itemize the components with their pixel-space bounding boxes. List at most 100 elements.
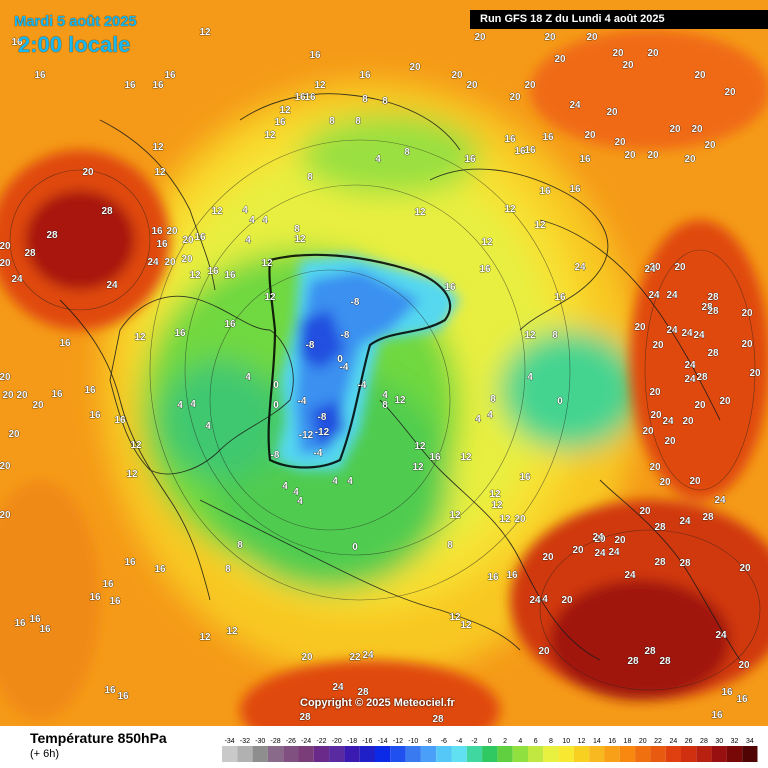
temperature-label: 16 (11, 37, 23, 48)
scale-tick-label: -34 (225, 738, 235, 745)
temperature-label: 12 (489, 489, 501, 500)
temperature-label: 16 (736, 694, 748, 705)
temperature-label: 20 (2, 390, 14, 401)
temperature-label: 8 (382, 400, 388, 411)
temperature-label: 20 (409, 62, 421, 73)
temperature-label: 20 (544, 32, 556, 43)
temperature-label: 20 (8, 429, 20, 440)
temperature-label: 20 (16, 390, 28, 401)
temperature-label: 4 (332, 476, 338, 487)
temperature-label: 4 (245, 372, 251, 383)
temperature-label: 4 (542, 594, 548, 605)
temperature-label: 12 (264, 130, 276, 141)
temperature-label: 12 (261, 258, 273, 269)
temperature-label: 16 (721, 687, 733, 698)
scale-swatch (466, 746, 483, 762)
temperature-label: 28 (696, 372, 708, 383)
scale-swatch (604, 746, 620, 762)
temperature-label: 20 (524, 80, 536, 91)
scale-swatch (589, 746, 605, 762)
temperature-label: 24 (666, 290, 678, 301)
temperature-label: 20 (584, 130, 596, 141)
temperature-label: 24 (569, 100, 581, 111)
temperature-label: 24 (147, 257, 159, 268)
temperature-label: 4 (487, 410, 493, 421)
temperature-label: 24 (594, 548, 606, 559)
temperature-label: 24 (332, 682, 344, 693)
temperature-label: 8 (404, 147, 410, 158)
temperature-label: 0 (557, 396, 563, 407)
scale-swatch (665, 746, 681, 762)
scale-tick-label: -26 (286, 738, 296, 745)
temperature-label: 12 (314, 80, 326, 91)
temperature-label: 12 (449, 612, 461, 623)
scale-tick-label: 34 (746, 738, 754, 745)
temperature-label: 22 (349, 652, 361, 663)
temperature-label: 16 (294, 92, 306, 103)
scale-tick-label: -30 (255, 738, 265, 745)
temperature-label: 20 (0, 258, 11, 269)
temperature-label: 4 (297, 496, 303, 507)
temperature-label: 12 (499, 514, 511, 525)
run-info: Run GFS 18 Z du Lundi 4 août 2025 (470, 10, 768, 29)
temperature-label: 16 (156, 239, 168, 250)
temperature-label: 28 (679, 558, 691, 569)
temperature-label: 20 (659, 477, 671, 488)
scale-swatch (451, 746, 467, 762)
temperature-label: 16 (84, 385, 96, 396)
temperature-label: 24 (684, 360, 696, 371)
temperature-label: 28 (707, 306, 719, 317)
scale-tick-label: 26 (685, 738, 693, 745)
temperature-label: 16 (554, 292, 566, 303)
temperature-label: 4 (177, 400, 183, 411)
temperature-label: 8 (294, 224, 300, 235)
temperature-label: 20 (82, 167, 94, 178)
temperature-field (0, 0, 768, 726)
temperature-label: 20 (674, 262, 686, 273)
temperature-label: 20 (691, 124, 703, 135)
temperature-label: 16 (487, 572, 499, 583)
temperature-label: 16 (29, 614, 41, 625)
temperature-label: 28 (644, 646, 656, 657)
temperature-label: 4 (245, 235, 251, 246)
temperature-label: 20 (689, 476, 701, 487)
scale-tick-label: 4 (518, 738, 522, 745)
temperature-label: 12 (134, 332, 146, 343)
scale-tick-label: -32 (240, 738, 250, 745)
temperature-label: 16 (504, 134, 516, 145)
scale-tick-label: 14 (593, 738, 601, 745)
temperature-label: -12 (315, 427, 330, 438)
temperature-label: 12 (504, 204, 516, 215)
scale-tick-label: 30 (715, 738, 723, 745)
temperature-label: 12 (412, 462, 424, 473)
coastlines (59, 93, 741, 661)
temperature-label: 20 (624, 150, 636, 161)
temperature-label: 28 (627, 656, 639, 667)
temperature-label: 20 (724, 87, 736, 98)
scale-swatch (237, 746, 253, 762)
scale-swatch (359, 746, 375, 762)
temperature-label: 16 (89, 410, 101, 421)
temperature-label: 20 (649, 387, 661, 398)
temperature-label: 24 (715, 630, 727, 641)
scale-swatch (558, 746, 574, 762)
temperature-label: 20 (572, 545, 584, 556)
temperature-label: 12 (154, 167, 166, 178)
temperature-label: 16 (309, 50, 321, 61)
scale-tick-label: -2 (471, 738, 477, 745)
scale-swatch (512, 746, 528, 762)
temperature-label: 16 (124, 557, 136, 568)
temperature-label: 12 (126, 469, 138, 480)
temperature-label: 12 (130, 440, 142, 451)
temperature-label: 20 (182, 235, 194, 246)
temperature-label: 20 (554, 54, 566, 65)
temperature-label: 12 (460, 452, 472, 463)
temperature-label: 16 (59, 338, 71, 349)
temperature-label: 12 (199, 27, 211, 38)
temperature-label: 16 (39, 624, 51, 635)
temperature-label: 20 (586, 32, 598, 43)
temperature-label: 8 (362, 94, 368, 105)
temperature-label: 28 (707, 292, 719, 303)
